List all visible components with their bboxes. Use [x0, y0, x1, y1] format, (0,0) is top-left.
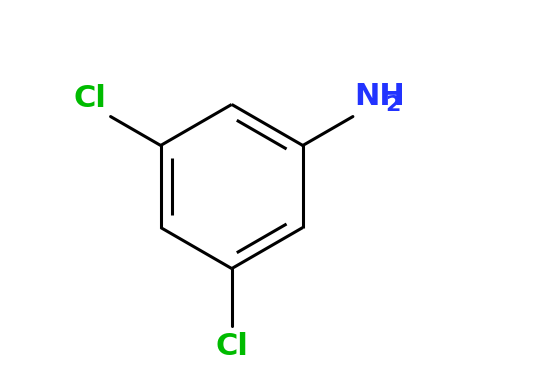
Text: NH: NH [354, 82, 405, 111]
Text: 2: 2 [385, 95, 401, 115]
Text: Cl: Cl [215, 332, 248, 361]
Text: Cl: Cl [74, 84, 107, 113]
